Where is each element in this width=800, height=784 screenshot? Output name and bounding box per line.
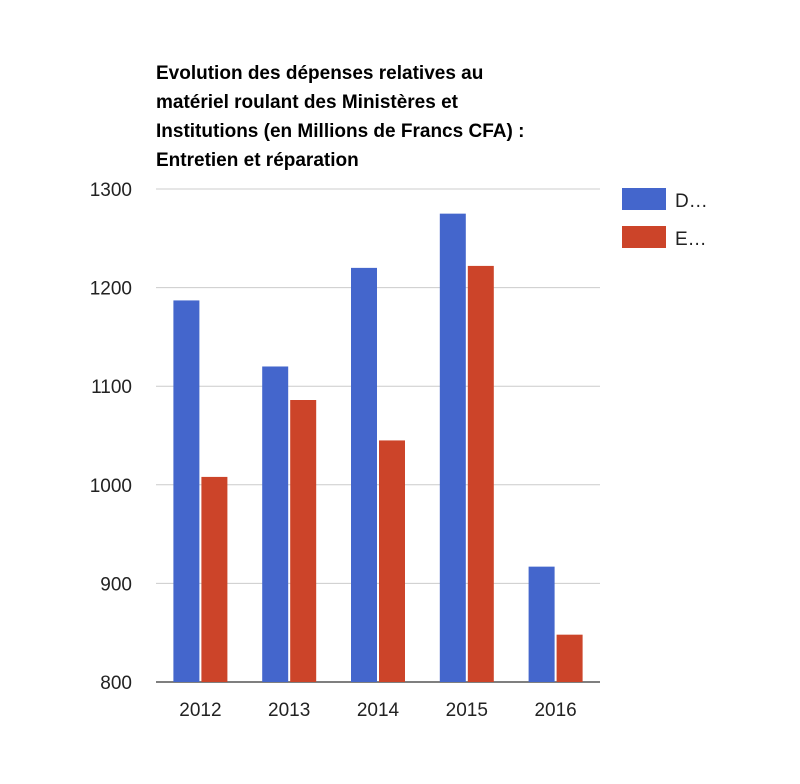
x-tick-label: 2015: [446, 700, 488, 721]
x-axis-ticks: 2012 2013 2014 2015 2016: [179, 700, 576, 721]
x-tick-label: 2012: [179, 700, 221, 721]
legend-swatch: [622, 226, 666, 248]
legend-label: D…: [675, 191, 708, 212]
y-tick-label: 1000: [90, 476, 132, 497]
y-tick-label: 1300: [90, 180, 132, 201]
gridlines: [156, 188, 600, 683]
bar-2014-series-2: [379, 440, 405, 682]
x-tick-label: 2014: [357, 700, 400, 721]
y-tick-label: 1100: [91, 377, 132, 398]
y-tick-label: 900: [100, 574, 132, 595]
bar-2013-series-2: [290, 400, 317, 682]
x-tick-label: 2013: [268, 700, 310, 721]
bars: [173, 213, 583, 682]
legend-swatch: [622, 188, 666, 210]
bar-2015-series-1: [439, 213, 466, 682]
bar-2016-series-1: [528, 566, 555, 682]
y-tick-label: 1200: [90, 279, 132, 300]
legend-label: E…: [675, 229, 707, 250]
chart-title: Evolution des dépenses relatives au maté…: [156, 63, 525, 171]
bar-2013-series-1: [262, 366, 289, 682]
y-tick-label: 800: [100, 673, 132, 694]
bar-2012-series-1: [173, 300, 200, 682]
bar-2012-series-2: [201, 476, 228, 682]
legend: D… E…: [622, 188, 708, 250]
x-tick-label: 2016: [534, 700, 576, 721]
bar-2014-series-1: [351, 267, 377, 682]
bar-2015-series-2: [467, 265, 494, 682]
y-axis-ticks: 800 900 1000 1100 1200 1300: [90, 180, 132, 694]
bar-2016-series-2: [556, 634, 583, 682]
